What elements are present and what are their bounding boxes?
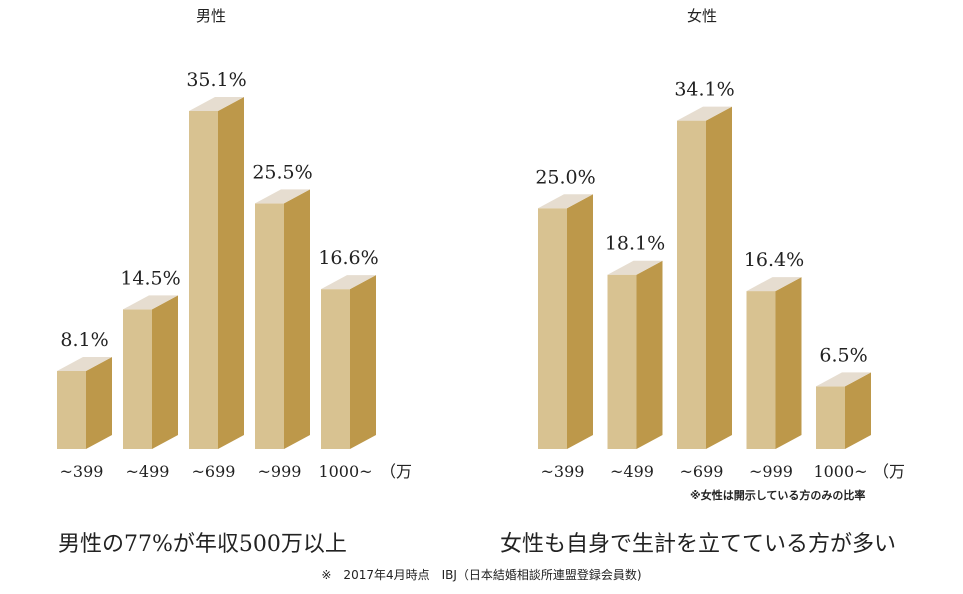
footer-source-note: ※ 2017年4月時点 IBJ（日本結婚相談所連盟登録会員数) (321, 568, 642, 582)
category-label: ~999 (258, 462, 302, 481)
bar-front-face (746, 291, 776, 449)
bar-side-face (775, 277, 802, 449)
bar-top-face (255, 189, 310, 204)
bar-~499 (607, 260, 663, 449)
bar-value-label: 14.5% (120, 267, 180, 289)
bar-top-face (607, 260, 663, 275)
bar-top-face (57, 356, 112, 371)
bar-front-face (607, 274, 637, 449)
bar-side-face (567, 194, 593, 449)
bar-side-face (86, 356, 112, 449)
bar-value-label: 16.4% (744, 249, 804, 271)
bar-front-face (321, 289, 350, 449)
bar-top-face (321, 275, 376, 290)
bar-top-face (538, 194, 593, 209)
female-panel: 女性 25.0% 18.1% 34.1% 16.4% 6.5% ~399 ~499 ~699… (500, 7, 905, 557)
category-label: 1000~ (318, 462, 372, 481)
bar-~499 (123, 295, 178, 449)
bar-~999 (255, 189, 310, 449)
male-bars: 8.1% 14.5% 35.1% 25.5% 16.6% (57, 69, 379, 449)
bar-front-face (677, 120, 706, 449)
female-note: ※女性は開示している方のみの比率 (690, 488, 865, 502)
male-panel: 男性 8.1% 14.5% 35.1% 25.5% 16.6% ~399 ~499 ~699… (57, 7, 412, 557)
bar-side-face (284, 189, 310, 449)
bar-value-label: 25.0% (535, 166, 595, 188)
bar-1000~ (321, 275, 376, 449)
bar-top-face (677, 106, 732, 121)
bar-front-face (123, 309, 152, 449)
bar-value-label: 8.1% (60, 329, 108, 351)
bar-value-label: 6.5% (819, 344, 867, 366)
bar-side-face (350, 275, 376, 449)
category-label: ~499 (610, 462, 654, 481)
bar-side-face (152, 295, 178, 449)
female-caption: 女性も自身で生計を立てている方が多い (500, 532, 896, 557)
bar-~399 (538, 194, 593, 449)
category-label: ~699 (192, 462, 236, 481)
bar-side-face (636, 260, 663, 449)
category-label: ~699 (680, 462, 724, 481)
bar-value-label: 34.1% (674, 79, 734, 101)
bar-value-label: 25.5% (252, 161, 312, 183)
bar-value-label: 18.1% (605, 233, 665, 255)
bar-front-face (538, 208, 567, 449)
bar-~399 (57, 356, 112, 449)
male-categories: ~399 ~499 ~699 ~999 1000~ (60, 462, 373, 481)
female-chart-title: 女性 (687, 7, 717, 25)
bar-side-face (218, 96, 244, 449)
bar-front-face (57, 370, 86, 449)
bar-~699 (677, 106, 732, 449)
bar-top-face (816, 372, 871, 387)
female-unit-label: （万 (873, 462, 905, 481)
bar-front-face (189, 110, 218, 449)
category-label: ~499 (126, 462, 170, 481)
category-label: ~399 (541, 462, 585, 481)
female-bars: 25.0% 18.1% 34.1% 16.4% 6.5% (535, 79, 871, 449)
bar-top-face (746, 277, 802, 292)
category-label: ~399 (60, 462, 104, 481)
bar-top-face (189, 96, 244, 111)
bar-top-face (123, 295, 178, 310)
bar-side-face (845, 372, 871, 449)
category-label: ~999 (749, 462, 793, 481)
bar-1000~ (816, 372, 871, 449)
bar-~699 (189, 96, 244, 449)
bar-~999 (746, 277, 802, 449)
bar-value-label: 35.1% (186, 69, 246, 91)
bar-side-face (706, 106, 732, 449)
category-label: 1000~ (813, 462, 867, 481)
male-unit-label: （万 (380, 462, 412, 481)
male-chart-title: 男性 (196, 7, 226, 25)
female-categories: ~399 ~499 ~699 ~999 1000~ (541, 462, 868, 481)
male-caption: 男性の77%が年収500万以上 (58, 532, 347, 557)
bar-front-face (816, 386, 845, 449)
bar-front-face (255, 203, 284, 449)
bar-value-label: 16.6% (318, 247, 378, 269)
